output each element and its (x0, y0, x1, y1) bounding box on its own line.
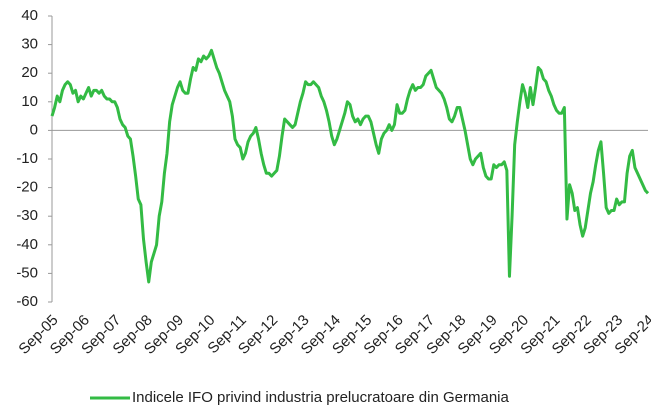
legend-label: Indicele IFO privind industria prelucrat… (132, 389, 510, 406)
y-tick-label: -60 (16, 293, 38, 310)
y-tick-label: -40 (16, 236, 38, 253)
y-tick-label: -10 (16, 150, 38, 167)
y-tick-label: -20 (16, 179, 38, 196)
line-series (50, 48, 650, 284)
y-tick-label: -30 (16, 207, 38, 224)
y-tick-label: -50 (16, 264, 38, 281)
y-tick-label: 10 (21, 93, 38, 110)
y-tick-label: 0 (30, 121, 38, 138)
y-tick-label: 30 (21, 36, 38, 53)
y-tick-label: 40 (21, 7, 38, 24)
y-tick-label: 20 (21, 64, 38, 81)
